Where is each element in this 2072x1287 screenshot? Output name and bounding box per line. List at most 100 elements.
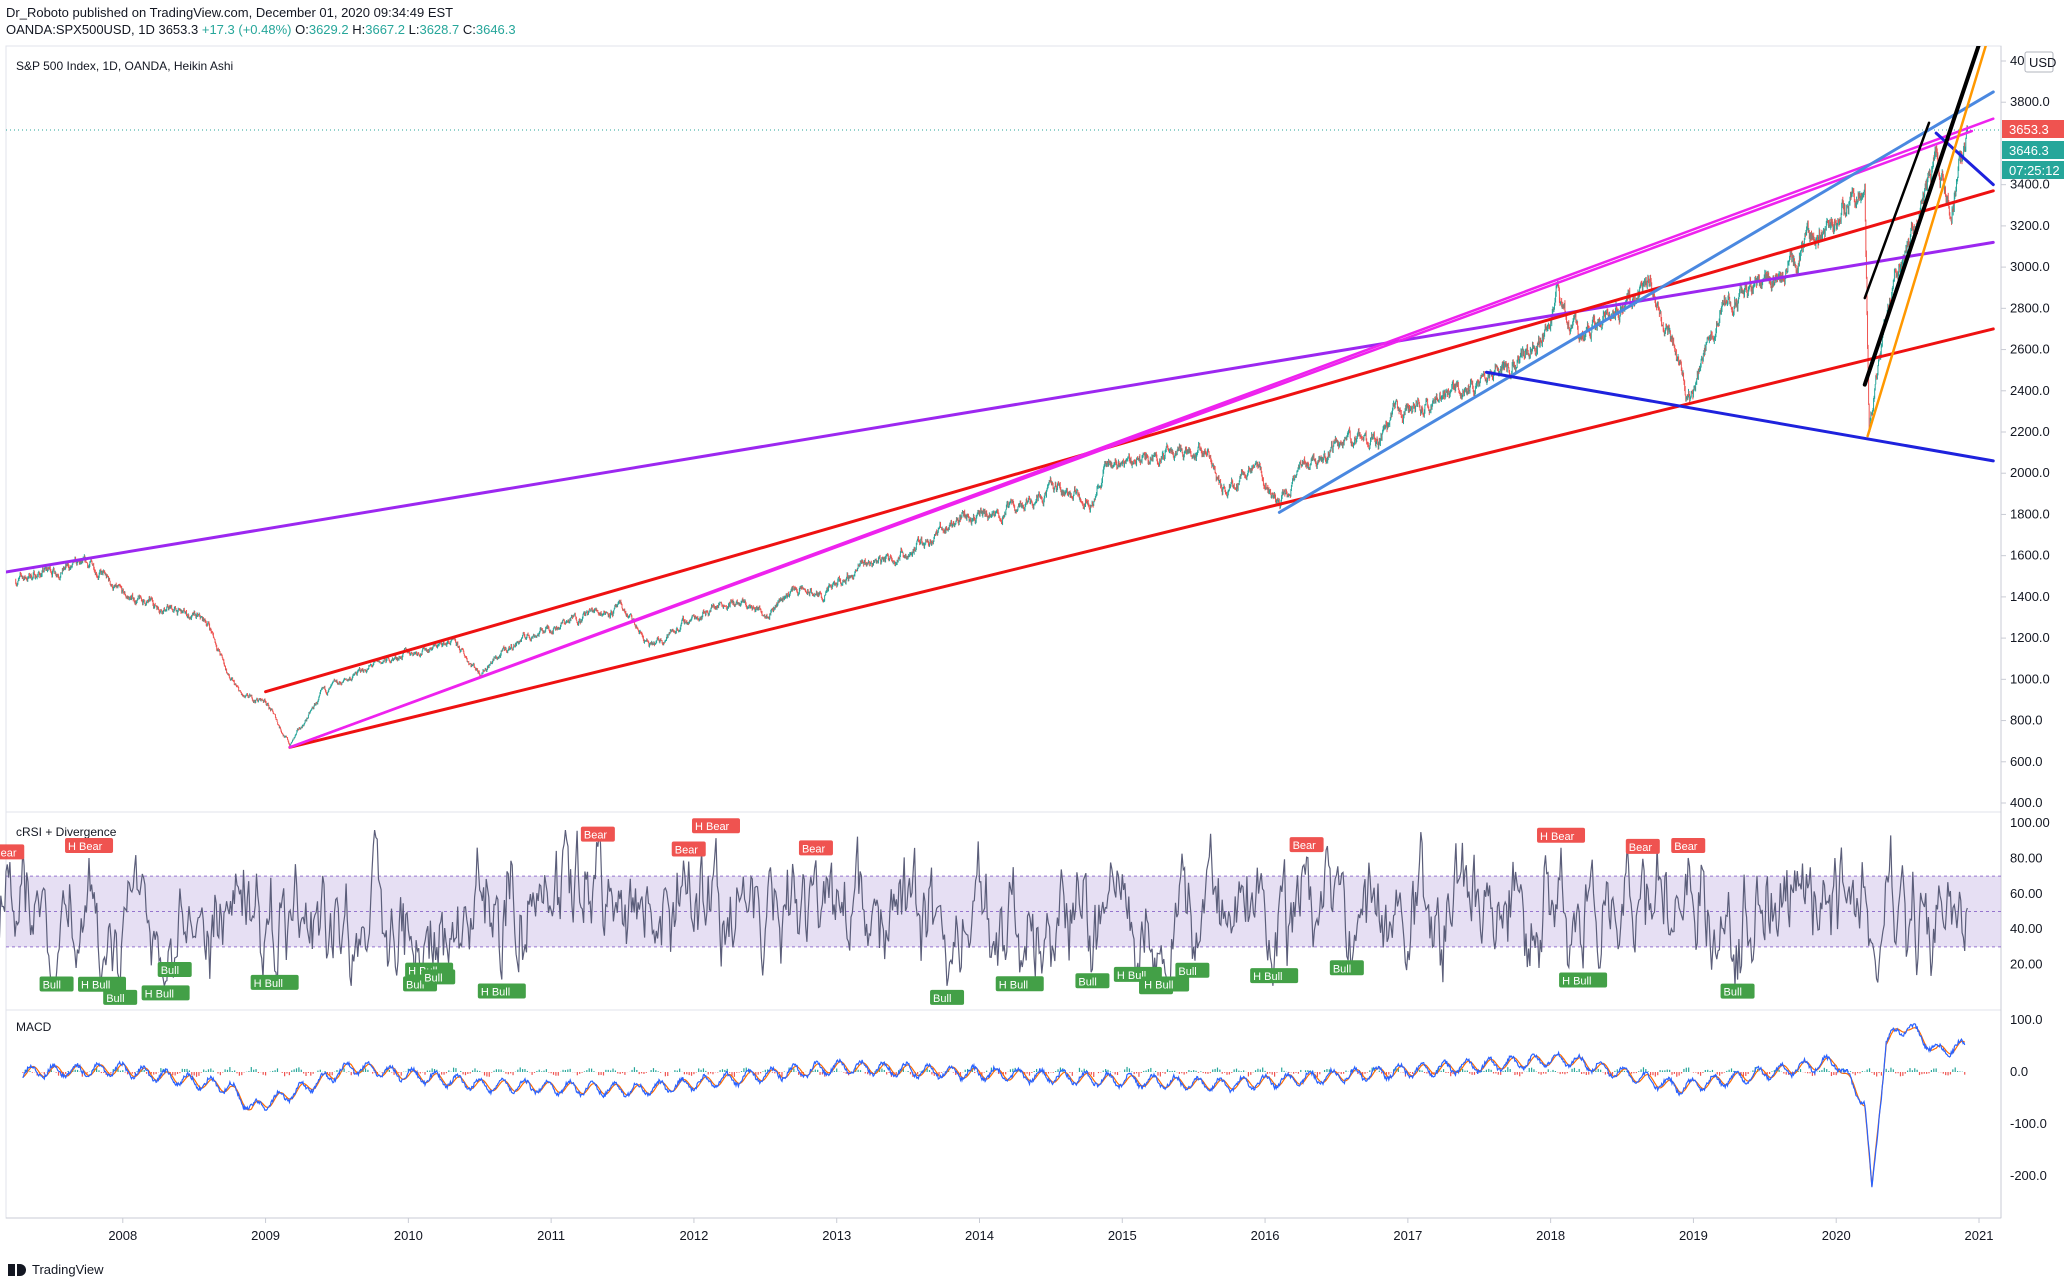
bear-tag-box bbox=[671, 841, 706, 857]
bull-tag-label: Bull bbox=[1724, 987, 1742, 999]
bear-signal-tag: Bear bbox=[580, 826, 615, 842]
high-label: H: bbox=[352, 22, 366, 37]
bear-tag-box bbox=[691, 818, 740, 834]
last-price: 3653.3 bbox=[158, 22, 199, 37]
time-tick-label: 2010 bbox=[394, 1228, 423, 1243]
bear-tag-label: Bear bbox=[802, 843, 826, 855]
bull-tag-label: H Bull bbox=[145, 988, 174, 1000]
close-value: 3646.3 bbox=[475, 22, 516, 37]
bull-tag-label: Bull bbox=[161, 965, 179, 977]
bull-signal-tag: Bull bbox=[421, 969, 456, 985]
bull-tag-label: H Bull bbox=[1144, 980, 1173, 992]
high-value: 3667.2 bbox=[365, 22, 405, 37]
price-tick-label: 2600.0 bbox=[2010, 342, 2050, 357]
price-tick-label: 2200.0 bbox=[2010, 424, 2050, 439]
close-label: C: bbox=[462, 22, 476, 37]
bull-signal-tag: H Bull bbox=[1559, 972, 1608, 988]
bull-signal-tag: H Bull bbox=[1250, 968, 1299, 984]
bear-signal-tag: H Bear bbox=[1537, 827, 1586, 843]
price-tag-2: 3646.3 bbox=[2002, 141, 2064, 159]
price-tick-label: 1200.0 bbox=[2010, 630, 2050, 645]
footer-brand[interactable]: TradingView bbox=[8, 1262, 104, 1277]
bull-signal-tag: H Bull bbox=[477, 983, 526, 999]
macd-tick-label: -200.0 bbox=[2010, 1168, 2047, 1183]
rsi-pane-title: cRSI + Divergence bbox=[16, 825, 117, 839]
publisher-name[interactable]: Dr_Roboto bbox=[6, 5, 69, 20]
time-tick-label: 2020 bbox=[1822, 1228, 1851, 1243]
bull-tag-box bbox=[250, 974, 299, 990]
price-tag-box bbox=[2002, 141, 2064, 159]
bull-tag-label: H Bull bbox=[254, 978, 283, 990]
price-tick-label: 3000.0 bbox=[2010, 259, 2050, 274]
bull-signal-tag: Bull bbox=[103, 989, 138, 1005]
lightblue-trendline bbox=[1277, 90, 1995, 514]
price-tick-label: 400.0 bbox=[2010, 795, 2043, 810]
bull-tag-label: H Bull bbox=[481, 987, 510, 999]
bear-tag-box bbox=[580, 826, 615, 842]
blue-descending-line bbox=[1484, 370, 1995, 463]
bull-signal-tag: H Bull bbox=[78, 976, 127, 992]
price-tag-3: 07:25:12 bbox=[2002, 161, 2064, 179]
main-pane-border bbox=[5, 45, 2002, 813]
bull-tag-box bbox=[1329, 960, 1364, 976]
bear-tag-box bbox=[65, 837, 114, 853]
magenta-trendline-2 bbox=[288, 129, 1974, 749]
bear-tag-label: H Bear bbox=[1540, 831, 1575, 843]
price-tick-label: 2400.0 bbox=[2010, 383, 2050, 398]
bull-tag-label: H Bull bbox=[999, 979, 1028, 991]
price-tick-label: 600.0 bbox=[2010, 754, 2043, 769]
bear-tag-label: H Bear bbox=[68, 841, 103, 853]
rsi-tick-label: 40.00 bbox=[2010, 921, 2043, 936]
time-tick-label: 2012 bbox=[679, 1228, 708, 1243]
bear-tag-box bbox=[0, 844, 25, 860]
bear-signal-tag: Bear bbox=[1625, 838, 1660, 854]
rsi-tick-label: 20.00 bbox=[2010, 957, 2043, 972]
rsi-axis-ticks: 20.00 40.00 60.00 80.00 100.00 bbox=[2010, 815, 2050, 972]
price-tick-label: 1000.0 bbox=[2010, 671, 2050, 686]
tradingview-logo-icon bbox=[8, 1263, 26, 1276]
bull-signal-tag: Bull bbox=[1075, 973, 1110, 989]
macd-line bbox=[22, 1023, 1966, 1188]
bull-tag-label: H Bull bbox=[1562, 975, 1591, 987]
bear-signal-tag: Bear bbox=[0, 844, 25, 860]
low-label: L: bbox=[408, 22, 420, 37]
rsi-tick-label: 60.00 bbox=[2010, 886, 2043, 901]
bear-signal-tag: Bear bbox=[1289, 837, 1324, 853]
bull-signal-tag: H Bull bbox=[995, 976, 1044, 992]
macd-pane-title: MACD bbox=[16, 1020, 52, 1034]
currency-label: USD bbox=[2029, 55, 2056, 70]
bull-tag-label: Bull bbox=[1333, 963, 1351, 975]
bear-signal-tag: Bear bbox=[671, 841, 706, 857]
footer-brand-label: TradingView bbox=[32, 1262, 104, 1277]
currency-badge[interactable]: USD bbox=[2024, 51, 2056, 73]
black-trendline-2 bbox=[1863, 121, 1931, 300]
bull-tag-box bbox=[1720, 983, 1755, 999]
bull-tag-box bbox=[1141, 976, 1190, 992]
price-tag-label: 3653.3 bbox=[2009, 122, 2049, 137]
time-tick-label: 2008 bbox=[108, 1228, 137, 1243]
price-tick-label: 1400.0 bbox=[2010, 589, 2050, 604]
bull-tag-box bbox=[421, 969, 456, 985]
low-value: 3628.7 bbox=[419, 22, 460, 37]
bull-tag-label: H Bull bbox=[81, 980, 110, 992]
price-tags: 3653.3 3646.3 07:25:12 bbox=[2002, 120, 2064, 179]
price-tick-label: 3400.0 bbox=[2010, 177, 2050, 192]
bull-signal-tag: H Bull bbox=[141, 985, 190, 1001]
price-tick-label: 3800.0 bbox=[2010, 94, 2050, 109]
bear-tag-label: Bear bbox=[1629, 842, 1653, 854]
crsi-plot: Bear H Bear Bear Bear H Bear Bear Bear H Bear Be… bbox=[0, 818, 2001, 1005]
rsi-tick-label: 100.00 bbox=[2010, 815, 2050, 830]
bull-tag-box bbox=[995, 976, 1044, 992]
bear-signal-tag: H Bear bbox=[65, 837, 114, 853]
upper-red-channel-line bbox=[264, 189, 1995, 694]
bull-tag-label: Bull bbox=[933, 993, 951, 1005]
bull-tag-box bbox=[930, 989, 965, 1005]
chart-header: Dr_Roboto published on TradingView.com, … bbox=[6, 4, 516, 38]
bull-tag-box bbox=[157, 962, 192, 978]
bull-signal-tag: Bull bbox=[157, 962, 192, 978]
price-tick-label: 2800.0 bbox=[2010, 300, 2050, 315]
price-tick-label: 1600.0 bbox=[2010, 548, 2050, 563]
bull-tag-label: Bull bbox=[424, 972, 442, 984]
price-tag-1: 3653.3 bbox=[2002, 120, 2064, 138]
